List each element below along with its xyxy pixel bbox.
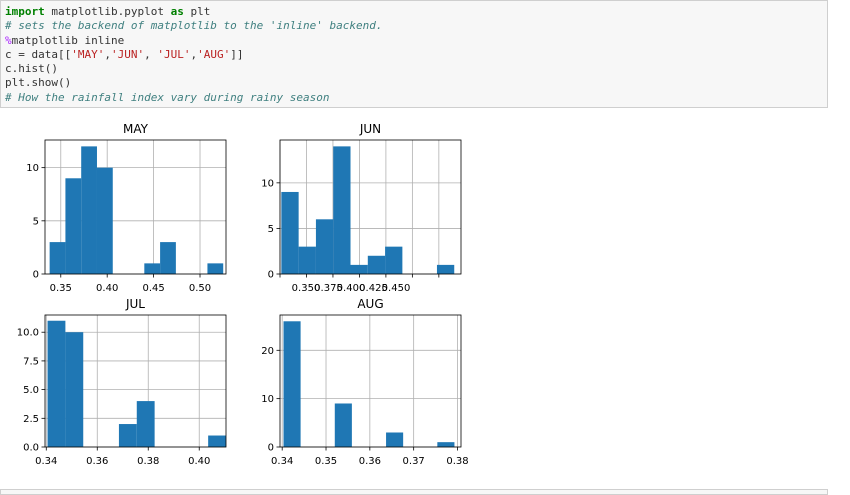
x-tick-label: 0.38: [137, 456, 159, 467]
y-tick-label: 20: [261, 346, 274, 357]
x-tick-label: 0.36: [359, 456, 381, 467]
histogram-may: MAY 0.35 0.40 0.45 0.50 0 5 10: [26, 122, 227, 294]
y-tick-label: 10: [26, 163, 39, 174]
code-token: # How the rainfall index vary during rai…: [5, 90, 330, 104]
histogram-bar: [96, 167, 113, 274]
x-tick-label: 0.34: [271, 456, 293, 467]
x-tick-label: 0.450: [382, 283, 411, 294]
histogram-bar: [386, 432, 404, 447]
y-tick-label: 5.0: [23, 385, 39, 396]
code-cell[interactable]: import matplotlib.pyplot as plt # sets th…: [0, 0, 828, 108]
histogram-bar: [367, 255, 386, 274]
histogram-bar: [118, 424, 137, 447]
x-tick-label: 0.38: [446, 456, 468, 467]
axes-frame: [279, 314, 462, 448]
chart-title: MAY: [123, 122, 149, 136]
y-tick-label: 2.5: [23, 414, 39, 425]
histogram-bar: [283, 321, 301, 447]
chart-title: AUG: [357, 297, 383, 311]
x-tick-label: 0.50: [189, 283, 211, 294]
histogram-bar: [207, 263, 224, 274]
y-tick-label: 7.5: [23, 356, 39, 367]
x-tick-label: 0.35: [50, 283, 72, 294]
x-tick-label: 0.34: [35, 456, 57, 467]
code-token: # sets the backend of matplotlib to the …: [5, 19, 383, 33]
histogram-bar: [350, 264, 368, 274]
code-token: c.hist(): [5, 62, 58, 76]
code-token: %: [5, 33, 12, 47]
y-tick-label: 10: [261, 178, 274, 189]
x-tick-label: 0.40: [96, 283, 118, 294]
histogram-aug: AUG 0.34 0.35 0.36 0.37 0.38 0 10 20: [261, 297, 468, 467]
axes-frame: [44, 314, 227, 448]
code-token: 'AUG': [197, 47, 231, 61]
code-line: # sets the backend of matplotlib to the …: [5, 19, 383, 33]
code-editor[interactable]: import matplotlib.pyplot as plt # sets th…: [5, 5, 383, 105]
histogram-bar: [334, 403, 352, 447]
x-tick-label: 0.37: [403, 456, 425, 467]
code-token: ]]: [230, 47, 244, 61]
code-token: as: [170, 5, 184, 18]
histogram-bar: [47, 320, 66, 447]
next-code-cell[interactable]: [0, 489, 828, 495]
code-token: ,: [190, 47, 198, 61]
histogram-bar: [65, 332, 84, 447]
histogram-jul: JUL 0.34 0.36 0.38 0.40 0.0 2.5 5.0 7.5 10.0: [17, 297, 227, 467]
histogram-bar: [333, 146, 351, 274]
x-tick-label: 0.45: [142, 283, 164, 294]
histogram-bar: [136, 401, 155, 447]
histogram-bar: [437, 442, 455, 447]
histogram-bar: [65, 178, 82, 274]
x-tick-label: 0.400: [337, 283, 366, 294]
histogram-bar: [298, 246, 316, 274]
code-token: 'JUL': [157, 47, 191, 61]
histogram-bar: [49, 242, 66, 274]
x-tick-label: 0.36: [86, 456, 108, 467]
histogram-bar: [315, 219, 334, 274]
y-tick-label: 5: [33, 216, 39, 227]
code-line: %matplotlib inline: [5, 34, 383, 48]
y-tick-label: 0.0: [23, 443, 39, 454]
x-tick-label: 0.35: [315, 456, 337, 467]
x-tick-label: 0.375: [314, 283, 343, 294]
y-tick-label: 0: [268, 270, 274, 281]
code-token: import: [5, 5, 45, 18]
code-line: # How the rainfall index vary during rai…: [5, 91, 383, 105]
code-token: matplotlib.pyplot: [44, 5, 171, 18]
code-token: c = data[[: [5, 47, 72, 61]
code-token: ,: [144, 47, 158, 61]
code-line: c = data[['MAY','JUN', 'JUL','AUG']]: [5, 48, 383, 62]
code-line: c.hist(): [5, 62, 383, 76]
y-tick-label: 0: [33, 270, 39, 281]
code-token: 'MAY': [71, 47, 105, 61]
histogram-bar: [385, 246, 403, 274]
code-token: plt: [183, 5, 211, 18]
code-token: 'JUN': [110, 47, 145, 61]
code-token: ,: [104, 47, 111, 61]
axes-frame: [279, 139, 462, 275]
histogram-bar: [144, 263, 161, 274]
code-line: import matplotlib.pyplot as plt: [5, 5, 383, 19]
histogram-bar: [281, 191, 299, 274]
axes-frame: [44, 139, 227, 275]
x-tick-label: 0.40: [188, 456, 210, 467]
x-tick-label: 0.425: [359, 283, 388, 294]
chart-title: JUN: [359, 122, 381, 136]
histogram-bar: [208, 435, 226, 447]
y-tick-label: 0: [268, 443, 274, 454]
output-area: MAY 0.35 0.40 0.45 0.50 0 5 10 JUN 0.350 0.375 0.40…: [0, 110, 850, 490]
histogram-bar: [81, 146, 97, 274]
histogram-bar: [160, 242, 176, 274]
code-token: plt.show(): [5, 76, 72, 90]
y-tick-label: 10.0: [17, 328, 39, 339]
chart-title: JUL: [125, 297, 145, 311]
code-line: plt.show(): [5, 76, 383, 90]
y-tick-label: 5: [268, 224, 274, 235]
histogram-bar: [436, 264, 455, 274]
code-token: matplotlib inline: [11, 33, 125, 47]
y-tick-label: 10: [261, 394, 274, 405]
x-tick-label: 0.350: [292, 283, 321, 294]
